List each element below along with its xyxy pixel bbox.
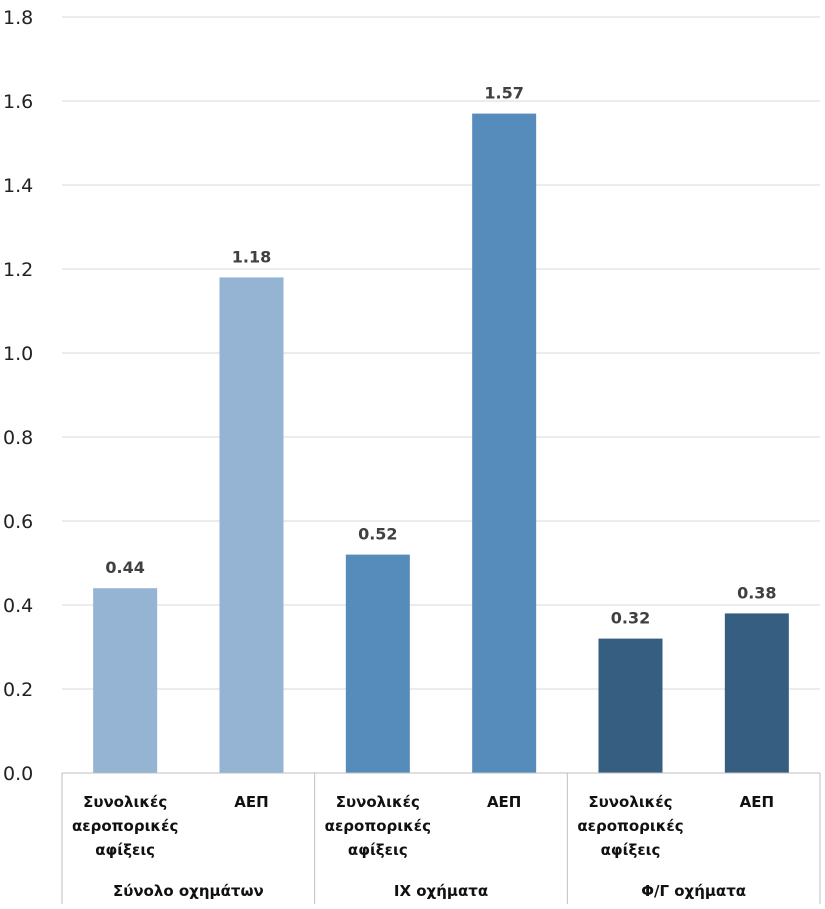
x-tick-label-line: αφίξεις — [348, 841, 408, 859]
x-tick-label-line: αεροπορικές — [72, 817, 178, 835]
x-tick-label-line: Συνολικές — [83, 793, 167, 811]
x-tick-label: Συνολικές αεροπορικές αφίξεις — [325, 793, 431, 859]
data-label: 0.38 — [737, 583, 776, 602]
x-tick-label-line: ΑΕΠ — [487, 793, 521, 811]
x-tick-label-line: αεροπορικές — [325, 817, 431, 835]
y-tick-label: 0.8 — [3, 427, 33, 449]
gridlines — [62, 17, 820, 689]
y-axis-tick-labels: 0.0 0.2 0.4 0.6 0.8 1.0 1.2 1.4 1.6 1.8 — [3, 7, 33, 785]
group-label: ΙΧ οχήματα — [394, 882, 488, 900]
x-tick-label: ΑΕΠ — [487, 793, 521, 811]
x-axis-group-labels: Σύνολο οχημάτων ΙΧ οχήματα Φ/Γ οχήματα — [113, 882, 746, 900]
data-labels: 0.44 1.18 0.52 1.57 0.32 0.38 — [105, 84, 776, 628]
data-label: 0.44 — [105, 558, 144, 577]
x-tick-label: Συνολικές αεροπορικές αφίξεις — [72, 793, 178, 859]
x-axis-category-labels: Συνολικές αεροπορικές αφίξεις ΑΕΠ Συνολικές α… — [72, 793, 774, 859]
bar — [346, 555, 410, 773]
bar — [472, 114, 536, 773]
x-tick-label-line: αφίξεις — [601, 841, 661, 859]
bar — [93, 588, 157, 773]
bar — [725, 613, 789, 773]
y-tick-label: 1.8 — [3, 7, 33, 29]
x-tick-label-line: Συνολικές — [336, 793, 420, 811]
x-tick-label-line: ΑΕΠ — [740, 793, 774, 811]
x-tick-label-line: ΑΕΠ — [234, 793, 268, 811]
y-tick-label: 1.2 — [3, 259, 33, 281]
y-tick-label: 1.6 — [3, 91, 33, 113]
x-tick-label-line: Συνολικές — [588, 793, 672, 811]
data-label: 1.57 — [484, 84, 523, 103]
group-label: Σύνολο οχημάτων — [113, 882, 264, 900]
x-tick-label: ΑΕΠ — [234, 793, 268, 811]
y-tick-label: 1.0 — [3, 343, 33, 365]
y-tick-label: 0.2 — [3, 679, 33, 701]
x-tick-label-line: αφίξεις — [95, 841, 155, 859]
y-tick-label: 0.0 — [3, 763, 33, 785]
data-label: 1.18 — [232, 247, 271, 266]
x-tick-label: ΑΕΠ — [740, 793, 774, 811]
bar — [220, 277, 284, 773]
bars — [93, 114, 789, 773]
data-label: 0.52 — [358, 525, 397, 544]
x-tick-label: Συνολικές αεροπορικές αφίξεις — [577, 793, 683, 859]
bar — [599, 639, 663, 773]
y-tick-label: 1.4 — [3, 175, 33, 197]
y-tick-label: 0.4 — [3, 595, 33, 617]
data-label: 0.32 — [611, 609, 650, 628]
x-tick-label-line: αεροπορικές — [577, 817, 683, 835]
group-label: Φ/Γ οχήματα — [641, 882, 746, 900]
y-tick-label: 0.6 — [3, 511, 33, 533]
